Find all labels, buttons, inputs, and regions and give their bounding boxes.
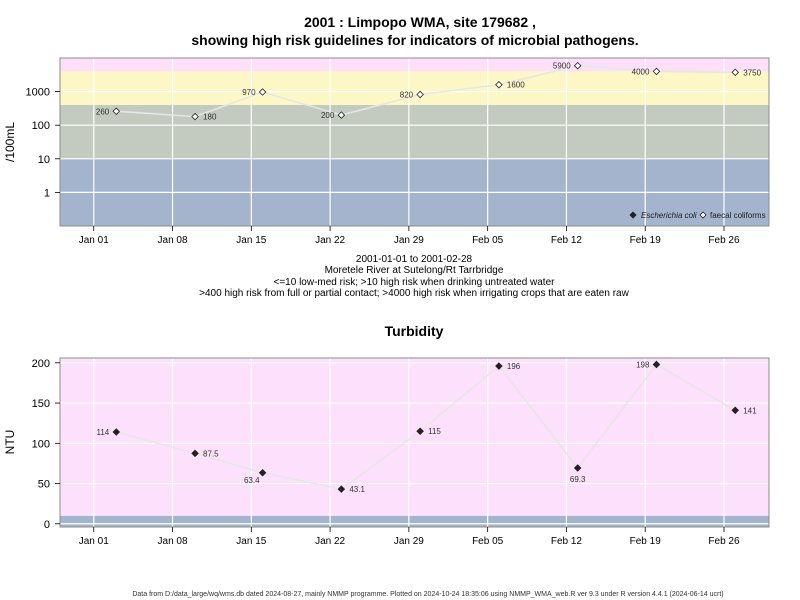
turbidity-y-axis-label: NTU xyxy=(3,430,17,455)
y-tick-label-1: 50 xyxy=(38,479,50,491)
data-point-2 xyxy=(258,468,267,477)
legend-faecal-marker xyxy=(699,211,707,219)
data-label-6: 69.3 xyxy=(570,475,586,484)
data-point-4 xyxy=(416,427,424,435)
risk-caption-drinking: <=10 low-med risk; >10 high risk when dr… xyxy=(274,277,556,288)
y-tick-label-0: 1 xyxy=(44,187,50,199)
data-label-4: 115 xyxy=(428,427,441,436)
x-tick-label-6: Feb 12 xyxy=(551,235,583,246)
plot-frame xyxy=(59,57,770,227)
y-tick-label-1: 10 xyxy=(38,154,50,166)
x-tick-label-1: Jan 08 xyxy=(158,235,188,246)
risk-band-1 xyxy=(60,104,769,159)
microbial-y-axis-label: /100mL xyxy=(3,122,17,162)
data-point-3 xyxy=(337,111,346,119)
chart-subtitle: showing high risk guidelines for indicat… xyxy=(191,32,638,48)
x-tick-label-0: Jan 01 xyxy=(79,235,109,246)
x-tick-label-8: Feb 26 xyxy=(708,235,740,246)
data-label-2: 970 xyxy=(242,88,256,97)
data-point-7 xyxy=(652,360,661,369)
risk-band-0 xyxy=(60,515,769,527)
legend: Escherichia coli faecal coliforms xyxy=(629,211,766,220)
risk-caption-contact: >400 high risk from full or partial cont… xyxy=(199,288,629,299)
x-tick-label-3: Jan 22 xyxy=(315,235,345,246)
x-tick-label-7: Feb 19 xyxy=(630,536,662,547)
data-point-8 xyxy=(731,68,740,77)
data-point-0 xyxy=(112,107,121,116)
data-label-6: 5900 xyxy=(553,62,571,71)
data-label-0: 114 xyxy=(97,428,110,437)
data-label-2: 63.4 xyxy=(244,476,260,485)
y-tick-label-4: 200 xyxy=(32,358,50,370)
legend-ecoli-label: Escherichia coli xyxy=(641,211,697,220)
data-label-5: 1600 xyxy=(507,81,525,90)
data-label-8: 141 xyxy=(743,406,757,415)
x-tick-label-8: Feb 26 xyxy=(708,536,740,547)
data-point-0 xyxy=(112,428,121,436)
x-tick-label-7: Feb 19 xyxy=(630,235,662,246)
data-point-6 xyxy=(573,464,582,472)
x-tick-label-4: Jan 29 xyxy=(394,536,424,547)
data-label-8: 3750 xyxy=(743,68,761,77)
y-tick-label-3: 1000 xyxy=(26,87,50,99)
data-label-7: 198 xyxy=(636,360,650,369)
data-point-2 xyxy=(258,88,267,96)
turbidity-title: Turbidity xyxy=(385,323,444,339)
data-label-1: 180 xyxy=(203,113,217,122)
legend-ecoli-marker xyxy=(629,211,637,219)
risk-band-1 xyxy=(60,358,769,516)
x-tick-label-0: Jan 01 xyxy=(79,536,109,547)
chart-title: 2001 : Limpopo WMA, site 179682 , xyxy=(304,14,536,30)
x-tick-label-3: Jan 22 xyxy=(315,536,345,547)
data-point-5 xyxy=(495,80,503,89)
risk-band-3 xyxy=(60,58,769,72)
data-label-3: 200 xyxy=(321,111,335,120)
microbial-plot-area: Jan 01 Jan 08 Jan 15 Jan 22 Jan 29 Feb 05 Feb … xyxy=(26,57,770,246)
data-label-3: 43.1 xyxy=(349,485,365,494)
footer-note: Data from D:/data_large/wq/wms.db dated … xyxy=(132,591,723,598)
turbidity-plot-area: Jan 01 Jan 08 Jan 15 Jan 22 Jan 29 Feb 05 Feb … xyxy=(32,357,770,547)
x-tick-label-2: Jan 15 xyxy=(236,536,266,547)
y-tick-label-3: 150 xyxy=(32,398,50,410)
data-point-1 xyxy=(191,449,199,458)
x-tick-label-5: Feb 05 xyxy=(472,235,504,246)
data-label-4: 820 xyxy=(400,90,414,99)
data-point-7 xyxy=(652,67,661,76)
x-tick-label-1: Jan 08 xyxy=(158,536,188,547)
data-label-0: 260 xyxy=(96,107,110,116)
y-tick-label-0: 0 xyxy=(44,519,50,531)
x-tick-label-2: Jan 15 xyxy=(236,235,266,246)
data-point-1 xyxy=(191,112,199,121)
legend-faecal-label: faecal coliforms xyxy=(710,211,766,220)
data-point-4 xyxy=(416,90,424,99)
data-label-5: 196 xyxy=(507,362,521,371)
site-caption: Moretele River at Sutelong/Rt Tarrbridge xyxy=(325,265,504,276)
plot-frame xyxy=(59,357,770,528)
data-point-6 xyxy=(573,61,582,70)
data-point-8 xyxy=(731,406,740,415)
x-tick-label-6: Feb 12 xyxy=(551,536,583,547)
data-label-7: 4000 xyxy=(632,67,650,76)
x-tick-label-4: Jan 29 xyxy=(394,235,424,246)
data-point-3 xyxy=(337,485,346,493)
data-point-5 xyxy=(495,362,503,370)
data-label-1: 87.5 xyxy=(203,449,219,458)
risk-band-2 xyxy=(60,71,769,105)
x-tick-label-5: Feb 05 xyxy=(472,536,504,547)
y-tick-label-2: 100 xyxy=(32,120,50,132)
y-tick-label-2: 100 xyxy=(32,438,50,450)
date-range-caption: 2001-01-01 to 2001-02-28 xyxy=(356,254,473,265)
